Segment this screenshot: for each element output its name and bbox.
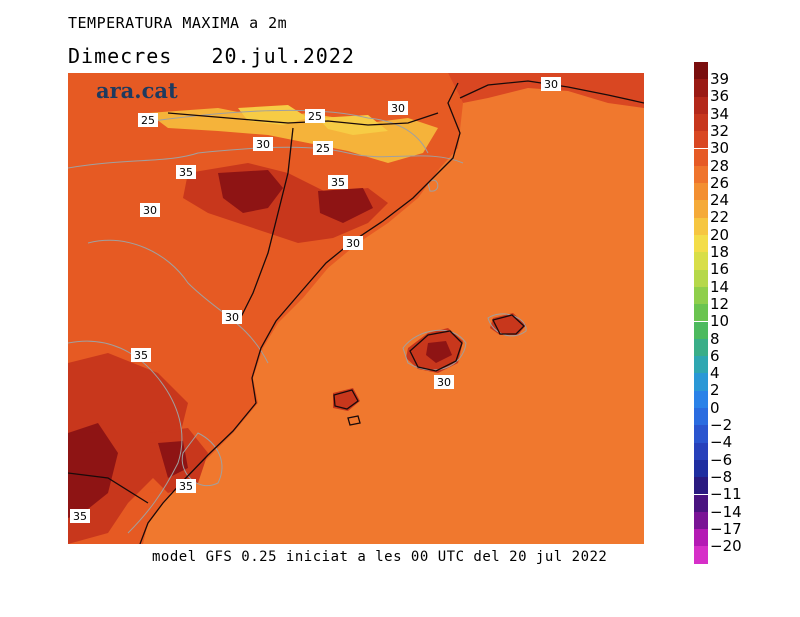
- legend-swatch: [694, 529, 708, 547]
- contour-label: 30: [391, 102, 405, 115]
- temperature-map: 25 25 25 30 30 30 30 30 30 35 35 35 35 3…: [68, 73, 644, 544]
- legend-tick-label: −2: [710, 416, 733, 434]
- pyrenees-cool: [148, 108, 438, 163]
- legend-swatch: [694, 200, 708, 218]
- legend-swatch: [694, 494, 708, 512]
- legend-tick-label: 2: [710, 381, 720, 400]
- legend-swatch: [694, 286, 708, 305]
- map-title: TEMPERATURA MAXIMA a 2m: [68, 14, 288, 32]
- legend-tick-label: 24: [710, 191, 730, 210]
- legend-swatch: [694, 96, 708, 114]
- contour-label: 30: [437, 376, 451, 389]
- legend-swatch: [694, 131, 708, 149]
- legend-swatch: [694, 148, 708, 166]
- legend-swatch: [694, 373, 708, 391]
- legend-swatch: [694, 338, 708, 357]
- legend-tick-label: −11: [710, 485, 742, 504]
- legend-swatch: [694, 183, 708, 201]
- legend-tick-label: 14: [710, 277, 730, 296]
- legend-tick-label: 34: [710, 104, 730, 123]
- legend-tick-label: 32: [710, 121, 730, 140]
- legend-tick-label: 22: [710, 208, 730, 227]
- legend-swatch: [694, 442, 708, 460]
- legend-tick-label: 26: [710, 173, 730, 192]
- legend-swatch: [694, 321, 708, 339]
- contour-label: 35: [331, 176, 345, 189]
- legend-swatch: [694, 217, 708, 235]
- contour-label: 35: [179, 480, 193, 493]
- inner-border: [237, 127, 294, 324]
- formentera-coast: [347, 415, 361, 426]
- contour-label: 35: [73, 510, 87, 523]
- legend-tick-label: 39: [710, 70, 730, 88]
- legend-swatch: [694, 546, 708, 564]
- legend-tick-label: 8: [710, 329, 720, 348]
- legend-tick-label: 36: [710, 87, 730, 106]
- legend-tick-label: −17: [710, 519, 742, 538]
- border-line: [167, 112, 439, 126]
- legend-tick-label: 10: [710, 312, 730, 331]
- contour-label: 30: [544, 78, 558, 91]
- menorca-coast: [492, 314, 525, 335]
- legend-tick-label: 4: [710, 364, 720, 383]
- legend-swatch: [694, 79, 708, 97]
- legend-tick-label: −6: [710, 450, 733, 469]
- contour-label: 25: [141, 114, 155, 127]
- legend-tick-label: −14: [710, 502, 742, 521]
- legend-tick-label: 30: [710, 139, 730, 158]
- legend-swatch: [694, 408, 708, 426]
- legend-swatch: [694, 269, 708, 287]
- legend-swatch: [694, 235, 708, 253]
- contour-label: 25: [308, 110, 322, 123]
- contour-label: 30: [346, 237, 360, 250]
- legend-tick-label: 20: [710, 225, 730, 244]
- mallorca-core: [426, 341, 452, 363]
- legend-swatch: [694, 477, 708, 495]
- legend-swatch: [694, 425, 708, 443]
- legend-swatch: [694, 459, 708, 478]
- legend-tick-label: 12: [710, 294, 730, 313]
- contour-label: 30: [225, 311, 239, 324]
- legend-tick-label: 18: [710, 243, 730, 261]
- ebro-hottest: [218, 170, 373, 223]
- contour-label: 25: [316, 142, 330, 155]
- legend-swatch: [694, 390, 708, 408]
- west-hottest: [68, 423, 188, 518]
- france-land: [448, 73, 644, 108]
- pyrenees-coolest: [238, 105, 388, 135]
- legend-tick-label: −8: [710, 467, 733, 486]
- legend-tick-label: −4: [710, 433, 733, 452]
- legend-swatch: [694, 165, 708, 184]
- contour-label: 30: [143, 204, 157, 217]
- legend-swatch: [694, 252, 708, 270]
- legend-tick-label: 16: [710, 260, 730, 279]
- legend-tick-label: 28: [710, 156, 730, 175]
- west-border: [68, 472, 149, 504]
- legend-swatch: [694, 113, 708, 132]
- legend-tick-label: 0: [710, 398, 720, 417]
- legend-swatch: [694, 62, 708, 80]
- legend-swatch: [694, 304, 708, 322]
- contour-label: 35: [134, 349, 148, 362]
- legend-swatch: [694, 511, 708, 530]
- ibiza-coast: [333, 389, 359, 410]
- contour-label: 35: [179, 166, 193, 179]
- legend-tick-label: 6: [710, 346, 720, 365]
- model-caption: model GFS 0.25 iniciat a les 00 UTC del …: [152, 549, 608, 565]
- ara-cat-logo: ara.cat: [96, 78, 178, 103]
- coastline: [139, 82, 461, 544]
- mallorca-coast: [409, 330, 463, 372]
- map-date: Dimecres 20.jul.2022: [68, 44, 355, 68]
- contour-label: 30: [256, 138, 270, 151]
- legend-swatch: [694, 356, 708, 374]
- legend-tick-label: −20: [710, 537, 742, 556]
